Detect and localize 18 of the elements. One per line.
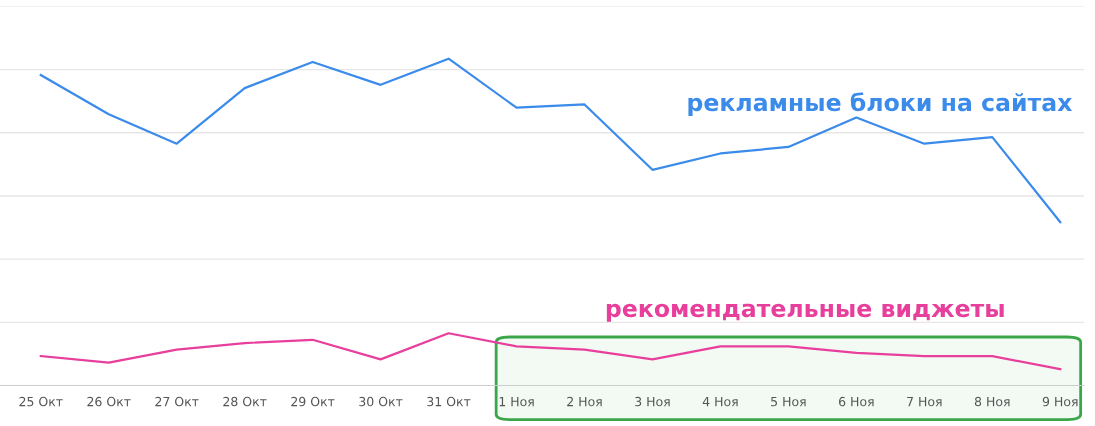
x-tick-label: 7 Ноя xyxy=(907,397,942,407)
x-tick-label: 3 Ноя xyxy=(635,396,670,407)
x-tick-label: 8 Ноя xyxy=(974,396,1010,407)
series-label: рекомендательные виджеты xyxy=(606,303,1004,322)
x-tick-label: 6 Ноя xyxy=(838,396,874,407)
x-tick-label: 1 Ноя xyxy=(499,397,534,407)
series-label: рекламные блоки на сайтах xyxy=(688,92,1073,116)
x-tick-label: 2 Ноя xyxy=(567,396,602,407)
x-tick-label: 30 Окт xyxy=(359,396,403,407)
x-tick-label: 29 Окт xyxy=(291,396,335,407)
x-tick-label: 5 Ноя xyxy=(771,397,806,407)
x-tick-label: 28 Окт xyxy=(223,396,267,407)
x-tick-label: 27 Окт xyxy=(155,396,199,407)
x-tick-label: 9 Ноя xyxy=(1042,396,1078,407)
x-tick-label: 4 Ноя xyxy=(702,397,738,407)
x-tick-label: 31 Окт xyxy=(427,396,471,407)
x-tick-label: 26 Окт xyxy=(87,396,131,407)
x-tick-label: 25 Окт xyxy=(19,396,63,407)
